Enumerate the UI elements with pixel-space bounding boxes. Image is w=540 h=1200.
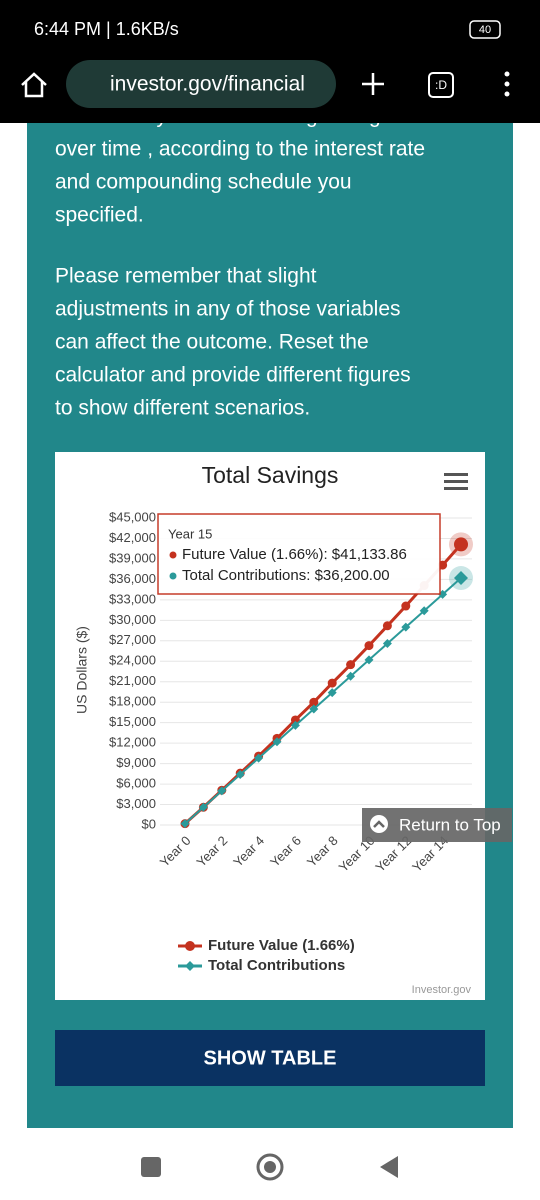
paragraphs: how much your initial savings will growo… — [55, 105, 425, 420]
marker — [401, 601, 411, 611]
paragraph-line: calculator and provide different figures — [55, 364, 411, 387]
battery — [469, 20, 501, 39]
y-tick-label: $27,000 — [109, 632, 156, 647]
y-tick-label: $42,000 — [109, 530, 156, 545]
marker — [290, 720, 300, 730]
show-table-button[interactable] — [55, 1030, 485, 1086]
y-tick-label: $6,000 — [116, 776, 156, 791]
y-tick-label: $24,000 — [109, 653, 156, 668]
y-tick-label: $0 — [142, 816, 156, 831]
marker — [454, 571, 468, 586]
tooltip-line: Future Value (1.66%): $41,133.86 — [182, 546, 407, 563]
home-icon[interactable] — [21, 72, 47, 98]
y-tick-label: $3,000 — [116, 796, 156, 811]
show-table-label[interactable]: SHOW TABLE — [204, 1047, 337, 1069]
series-line — [184, 577, 462, 825]
chart-title: Total Savings — [202, 462, 339, 488]
legend-label: Future Value (1.66%) — [208, 937, 355, 954]
y-tick-label: $39,000 — [109, 550, 156, 565]
legend-label: Total Contributions — [208, 957, 345, 974]
menu-icon[interactable] — [504, 71, 510, 97]
y-tick-label: $36,000 — [109, 571, 156, 586]
tooltip-line: Total Contributions: $36,200.00 — [182, 567, 390, 584]
y-tick-label: $21,000 — [109, 673, 156, 688]
paragraph-line: adjustments in any of those variables — [55, 298, 401, 321]
status-time: 6:44 PM | 1.6KB/s — [34, 19, 179, 39]
marker — [382, 621, 392, 631]
url-bar[interactable] — [66, 60, 336, 108]
y-tick-label: $15,000 — [109, 714, 156, 729]
nav-back[interactable] — [380, 1156, 398, 1178]
marker — [272, 737, 282, 747]
marker — [309, 704, 319, 714]
marker — [382, 639, 392, 649]
tooltip — [157, 513, 441, 595]
marker — [327, 688, 337, 698]
marker — [327, 678, 337, 688]
marker — [198, 802, 208, 812]
paragraph-line: and compounding schedule you — [55, 171, 352, 194]
y-axis-label: US Dollars ($) — [74, 626, 90, 714]
paragraph-line: specified. — [55, 204, 144, 227]
tabs-label[interactable]: :D — [435, 78, 447, 92]
legend-marker — [185, 961, 195, 971]
marker — [454, 537, 468, 552]
nav-recent[interactable] — [141, 1157, 161, 1177]
marker — [419, 606, 429, 616]
y-tick-label: $30,000 — [109, 612, 156, 627]
tooltip-dot — [169, 551, 177, 559]
nav-home-dot — [264, 1161, 276, 1173]
marker — [364, 655, 374, 665]
marker — [180, 819, 190, 829]
tooltip-dot — [169, 572, 177, 580]
credit: Investor.gov — [412, 984, 472, 996]
return-arrow — [373, 820, 385, 828]
tooltip-title: Year 15 — [168, 526, 212, 541]
marker — [235, 770, 245, 780]
paragraph-line: to show different scenarios. — [55, 397, 310, 420]
y-tick-label: $18,000 — [109, 694, 156, 709]
y-tick-label: $12,000 — [109, 735, 156, 750]
battery-level: 40 — [479, 24, 491, 36]
paragraph-line: Please remember that slight — [55, 265, 317, 288]
marker — [346, 660, 356, 670]
marker — [309, 697, 319, 707]
marker — [346, 671, 356, 681]
return-to-top-label[interactable]: Return to Top — [399, 815, 501, 834]
return-icon[interactable] — [370, 815, 388, 833]
new-tab[interactable] — [362, 73, 384, 95]
tabs-button[interactable] — [428, 72, 454, 98]
nav-home[interactable] — [256, 1153, 284, 1181]
legend-marker — [185, 941, 195, 951]
paragraph-line: over time , according to the interest ra… — [55, 138, 425, 161]
paragraph-line: can affect the outcome. Reset the — [55, 331, 369, 354]
y-tick-label: $45,000 — [109, 509, 156, 524]
marker — [401, 622, 411, 632]
y-tick-label: $9,000 — [116, 755, 156, 770]
y-tick-label: $33,000 — [109, 591, 156, 606]
chart-menu[interactable] — [444, 473, 468, 490]
marker — [254, 753, 264, 763]
url[interactable]: investor.gov/financial — [110, 73, 305, 96]
marker — [217, 786, 227, 796]
marker — [364, 641, 374, 651]
